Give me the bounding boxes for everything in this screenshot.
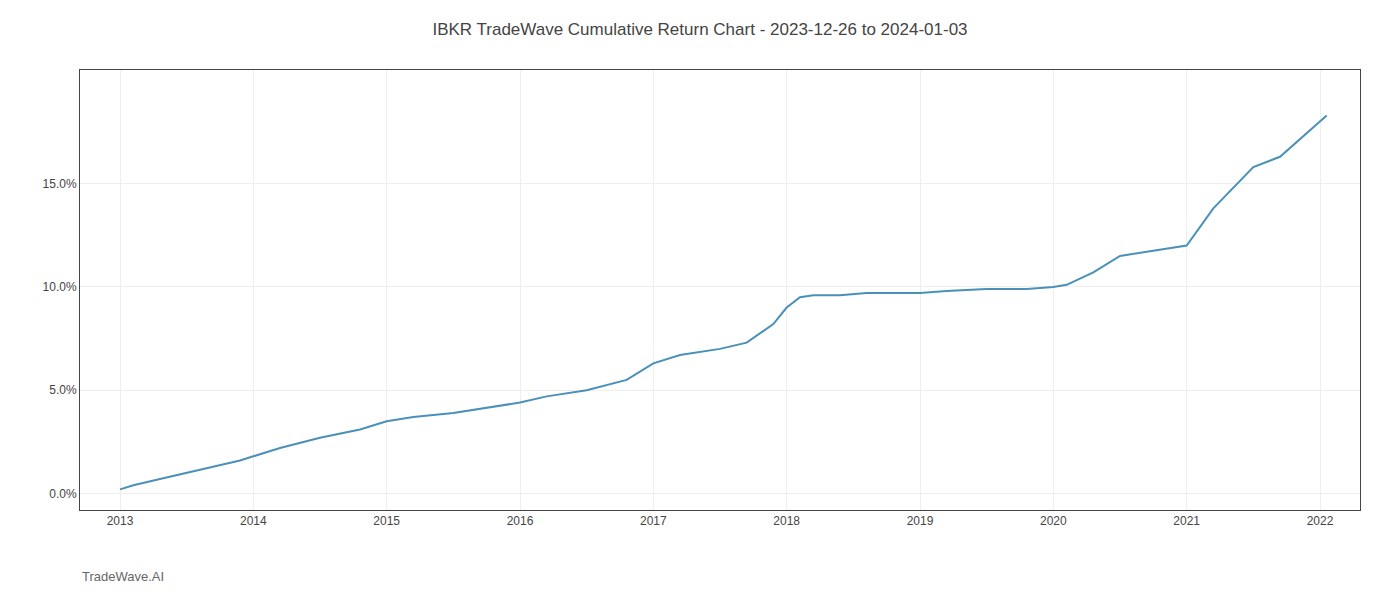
svg-text:0.0%: 0.0% — [49, 487, 77, 501]
svg-text:2015: 2015 — [373, 514, 400, 528]
svg-text:2013: 2013 — [107, 514, 134, 528]
svg-text:2018: 2018 — [773, 514, 800, 528]
svg-text:2016: 2016 — [507, 514, 534, 528]
svg-text:2014: 2014 — [240, 514, 267, 528]
svg-text:2020: 2020 — [1040, 514, 1067, 528]
svg-text:10.0%: 10.0% — [43, 280, 77, 294]
svg-text:2017: 2017 — [640, 514, 667, 528]
svg-text:15.0%: 15.0% — [43, 177, 77, 191]
svg-text:TradeWave.AI: TradeWave.AI — [82, 569, 164, 584]
svg-text:2022: 2022 — [1307, 514, 1334, 528]
svg-text:2019: 2019 — [907, 514, 934, 528]
svg-text:IBKR TradeWave Cumulative Retu: IBKR TradeWave Cumulative Return Chart -… — [432, 20, 967, 39]
svg-text:5.0%: 5.0% — [49, 383, 77, 397]
svg-text:2021: 2021 — [1173, 514, 1200, 528]
